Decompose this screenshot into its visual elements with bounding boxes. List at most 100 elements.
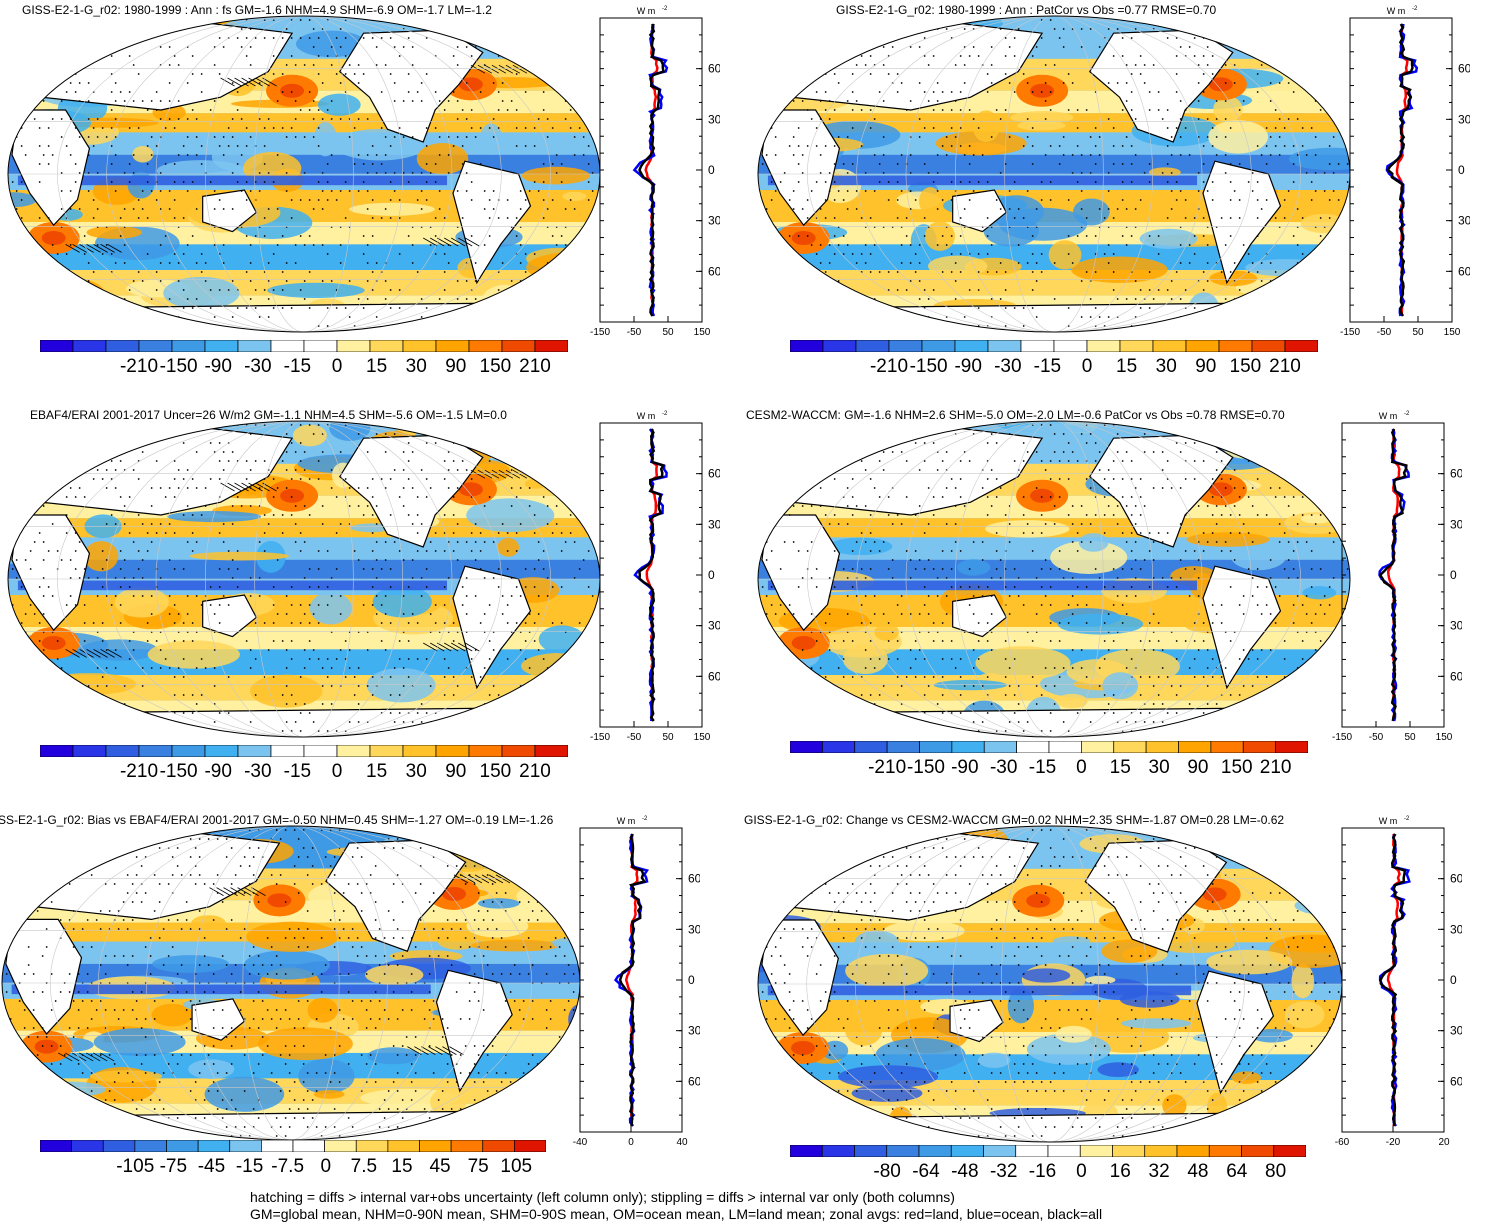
field-blob [1301, 514, 1332, 523]
field-blob [37, 1082, 106, 1097]
field-blob [6, 279, 41, 310]
zonal-units: W m [1379, 816, 1398, 826]
zonal-lat-label: 60N [1450, 872, 1462, 886]
colorbar-swatch [167, 1140, 199, 1152]
field-hotspot [267, 893, 291, 907]
footer-line-1: hatching = diffs > internal var+obs unce… [250, 1189, 955, 1205]
zonal-x-label: 150 [1436, 732, 1453, 743]
colorbar-swatch [984, 1145, 1016, 1157]
field-hotspot [792, 636, 816, 650]
field-blob [1079, 533, 1109, 552]
colorbar-tick-label: -16 [1029, 1161, 1056, 1182]
colorbar-swatch [103, 1140, 135, 1152]
colorbar-tick-label: 210 [1260, 757, 1292, 778]
zonal-lat-label: 30S [708, 619, 720, 633]
colorbar-swatch [535, 340, 568, 352]
colorbar-swatch [172, 745, 205, 757]
field-blob [879, 14, 910, 28]
colorbar-tick-label: -30 [244, 356, 271, 377]
zonal-lat-label: 0 [1458, 163, 1465, 177]
colorbar-tick-label: 30 [406, 761, 427, 782]
field-blob [1121, 1018, 1191, 1028]
colorbar-tick-label: 64 [1226, 1161, 1248, 1182]
zonal-x-label: -50 [1377, 327, 1392, 338]
field-hotspot [280, 84, 304, 98]
colorbar-swatch [1209, 1145, 1241, 1157]
colorbar-tick-label: 0 [332, 761, 343, 782]
colorbar-tick-label: 15 [366, 356, 387, 377]
colorbar-tick-label: -210 [120, 356, 158, 377]
colorbar-tick-label: 15 [391, 1156, 412, 1177]
colorbar-swatch [304, 340, 337, 352]
field-blob [756, 505, 783, 521]
colorbar-swatch [73, 745, 106, 757]
field-blob [1055, 1026, 1091, 1043]
zonal-lat-label: 60N [708, 467, 720, 481]
zonal-x-label: -150 [590, 732, 610, 743]
field-band [756, 1080, 1344, 1106]
field-hotspot [863, 431, 887, 445]
colorbar-swatch [293, 1140, 325, 1152]
land-mass [1238, 830, 1285, 856]
zonal-x-label: 150 [694, 327, 711, 338]
field-blob [244, 950, 330, 979]
colorbar [40, 1140, 546, 1152]
zonal-all-line [620, 834, 644, 1126]
colorbar-tick-label: -90 [954, 356, 981, 377]
zonal-lat-label: 60N [1450, 467, 1462, 481]
colorbar-swatch [952, 741, 984, 753]
colorbar-tick-label: 210 [1269, 356, 1301, 377]
colorbar-swatch [1017, 741, 1049, 753]
zonal-lat-label: 0 [1450, 568, 1457, 582]
colorbar-swatch [920, 741, 952, 753]
field-hotspot [280, 489, 304, 503]
zonal-x-label: 50 [662, 732, 674, 743]
colorbar-swatch [271, 340, 304, 352]
colorbar-swatch [238, 745, 271, 757]
colorbar-swatch [483, 1140, 515, 1152]
colorbar-swatch [922, 340, 955, 352]
land-mass [495, 20, 543, 46]
field-blob [805, 721, 838, 732]
field-blob [31, 65, 83, 74]
colorbar-tick-label: -15 [236, 1156, 263, 1177]
colorbar-tick-label: 0 [1082, 356, 1093, 377]
colorbar-swatch [1276, 741, 1308, 753]
field-blob [1269, 1091, 1291, 1103]
field-blob [6, 43, 54, 57]
land-mass [495, 425, 543, 451]
colorbar-tick-label: -90 [204, 356, 231, 377]
field-blob [874, 623, 899, 640]
field-blob [438, 933, 478, 949]
field-blob [523, 299, 549, 318]
zonal-x-label: 150 [1444, 327, 1461, 338]
field-band [6, 244, 602, 270]
colorbar-tick-label: 16 [1110, 1161, 1131, 1182]
field-blob [365, 965, 423, 985]
zonal-x-label: 50 [662, 327, 674, 338]
colorbar-tick-label: -210 [120, 761, 158, 782]
land-mass [0, 1110, 582, 1142]
colorbar-swatch [1153, 340, 1186, 352]
colorbar-swatch [988, 340, 1021, 352]
field-blob [466, 419, 544, 427]
zonal-x-label: -50 [627, 732, 642, 743]
field-blob [101, 33, 143, 41]
zonal-x-label: -150 [1340, 327, 1360, 338]
colorbar-swatch [855, 741, 887, 753]
field-blob [367, 1047, 419, 1064]
colorbar-swatch [919, 1145, 951, 1157]
colorbar-swatch [1145, 1145, 1177, 1157]
field-blob [802, 684, 830, 701]
colorbar-swatch [370, 745, 403, 757]
field-hotspot [1026, 894, 1050, 908]
colorbar-tick-label: 0 [320, 1156, 331, 1177]
colorbar-swatch [388, 1140, 420, 1152]
colorbar-swatch [420, 1140, 452, 1152]
colorbar-swatch [230, 1140, 262, 1152]
zonal-x-label: 50 [1404, 732, 1416, 743]
zonal-lat-label: 60S [688, 1074, 700, 1088]
field-blob [65, 312, 88, 334]
zonal-lat-label: 30N [1450, 517, 1462, 531]
